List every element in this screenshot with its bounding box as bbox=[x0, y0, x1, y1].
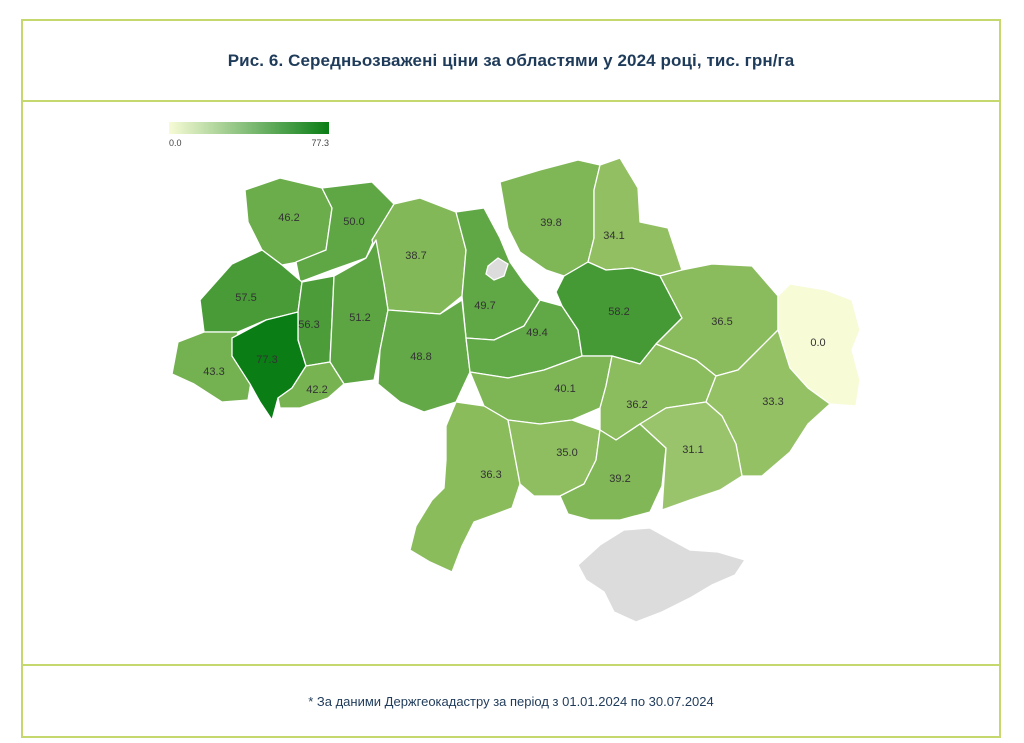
label-cherkasy: 49.4 bbox=[526, 327, 547, 339]
label-kherson: 39.2 bbox=[609, 473, 630, 485]
label-luhansk: 0.0 bbox=[810, 337, 825, 349]
region-zaporizhzhia[interactable] bbox=[639, 401, 743, 511]
footer-band: * За даними Держгеокадастру за період з … bbox=[23, 664, 999, 736]
legend-min-label: 0.0 bbox=[169, 138, 182, 148]
label-kirovohrad: 40.1 bbox=[554, 383, 575, 395]
region-sumy[interactable] bbox=[587, 157, 683, 277]
label-vinnytsia: 48.8 bbox=[410, 351, 431, 363]
region-odesa[interactable] bbox=[409, 401, 521, 573]
regions-layer bbox=[171, 157, 861, 573]
label-lviv: 57.5 bbox=[235, 292, 256, 304]
label-ivano-frankivsk: 77.3 bbox=[256, 354, 277, 366]
region-rivne[interactable] bbox=[295, 181, 395, 283]
crimea-region bbox=[577, 527, 747, 623]
label-kyiv: 49.7 bbox=[474, 300, 495, 312]
color-legend: 0.0 77.3 bbox=[169, 122, 329, 148]
label-khmelnytskyi: 51.2 bbox=[349, 312, 370, 324]
label-dnipropetrovsk: 36.2 bbox=[626, 399, 647, 411]
title-band: Рис. 6. Середньозважені ціни за областям… bbox=[23, 21, 999, 102]
label-chernihiv: 39.8 bbox=[540, 217, 561, 229]
region-chernivtsi[interactable] bbox=[277, 361, 345, 409]
value-labels: 46.2 50.0 38.7 49.7 39.8 34.1 57.5 56.3 … bbox=[203, 212, 825, 485]
kyiv-city bbox=[485, 257, 509, 281]
legend-max-label: 77.3 bbox=[311, 138, 329, 148]
label-chernivtsi: 42.2 bbox=[306, 384, 327, 396]
label-volyn: 46.2 bbox=[278, 212, 299, 224]
figure-title: Рис. 6. Середньозважені ціни за областям… bbox=[227, 50, 795, 70]
label-mykolaiv: 35.0 bbox=[556, 447, 577, 459]
label-rivne: 50.0 bbox=[343, 216, 364, 228]
source-footnote: * За даними Держгеокадастру за період з … bbox=[308, 693, 714, 709]
figure-frame: Рис. 6. Середньозважені ціни за областям… bbox=[21, 19, 1001, 738]
label-sumy: 34.1 bbox=[603, 230, 624, 242]
legend-gradient-bar bbox=[169, 122, 329, 134]
label-zaporizhzhia: 31.1 bbox=[682, 444, 703, 456]
label-donetsk: 33.3 bbox=[762, 396, 783, 408]
label-kharkiv: 36.5 bbox=[711, 316, 732, 328]
label-odesa: 36.3 bbox=[480, 469, 501, 481]
label-ternopil: 56.3 bbox=[298, 319, 319, 331]
label-poltava: 58.2 bbox=[608, 306, 629, 318]
label-zakarpattia: 43.3 bbox=[203, 366, 224, 378]
label-zhytomyr: 38.7 bbox=[405, 250, 426, 262]
